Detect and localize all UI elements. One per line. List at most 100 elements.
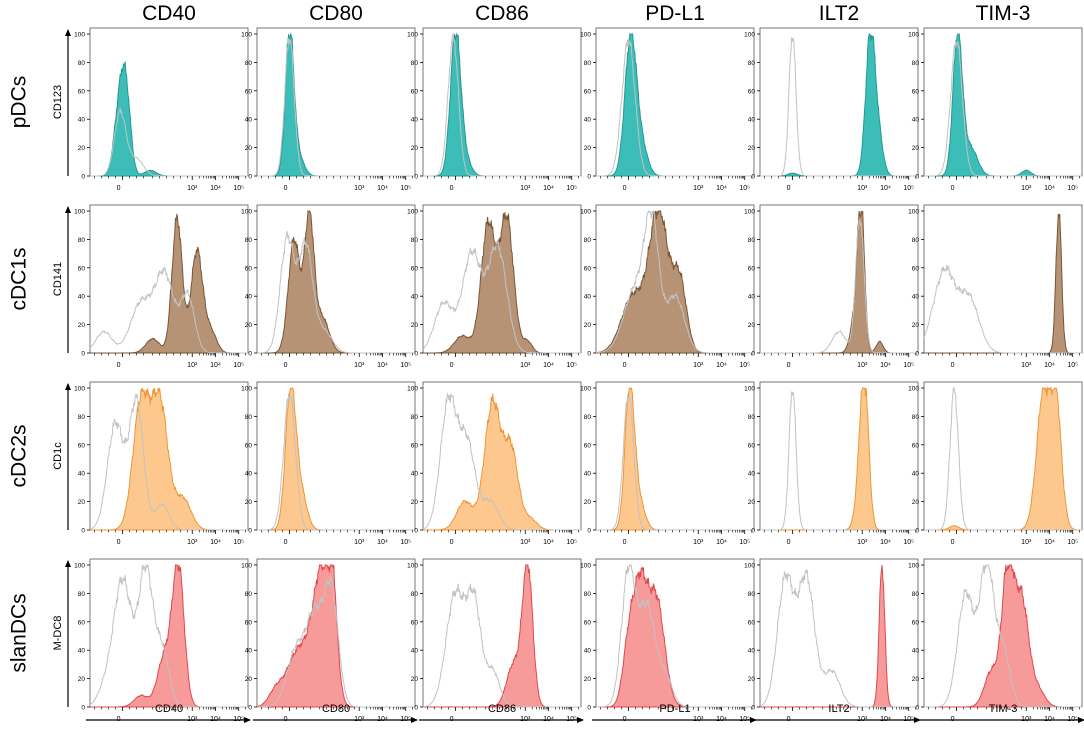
y-tick-label: 60 [78,619,86,626]
x-tick-label: 10⁵ [903,185,914,192]
y-tick-label: 80 [748,60,756,67]
y-tick-label: 80 [411,237,419,244]
x-axis-arrow-head [914,717,921,723]
control-histogram-cdc2s-cd86 [422,391,581,531]
y-tick-label: 0 [248,528,252,535]
y-tick-label: 20 [78,322,86,329]
y-tick-label: 20 [411,676,419,683]
x-tick-label: 10⁴ [210,185,221,192]
x-tick-label: 10⁴ [543,185,554,192]
x-axis-label-cd86: CD86 [488,703,516,715]
control-histogram-slandcs-cd80 [257,576,415,708]
y-tick-label: 100 [908,386,919,393]
y-tick-label: 60 [411,88,419,95]
x-tick-label: 10⁴ [377,362,388,369]
x-tick-label: 10⁵ [739,362,750,369]
panel-cdc1s-ilt2 [759,204,919,354]
y-tick-label: 20 [411,145,419,152]
y-tick-label: 60 [748,619,756,626]
y-tick-label: 0 [915,528,919,535]
y-tick-label: 60 [912,619,920,626]
x-tick-label: 10³ [857,362,868,369]
y-tick-label: 20 [78,499,86,506]
control-histogram-cdc1s-tim-3 [923,264,1082,354]
y-tick-label: 60 [245,265,253,272]
y-tick-label: 100 [908,209,919,216]
y-tick-label: 80 [584,60,592,67]
y-tick-label: 80 [78,414,86,421]
y-tick-label: 60 [748,88,756,95]
x-axis-arrow-head [577,717,584,723]
y-tick-label: 20 [748,676,756,683]
y-tick-label: 0 [414,351,418,358]
y-tick-label: 20 [912,676,920,683]
y-tick-label: 40 [748,117,756,124]
x-tick-label: 10⁴ [716,185,727,192]
y-tick-label: 20 [748,145,756,152]
y-axis-label-cd141: CD141 [52,262,64,296]
x-tick-label: 0 [450,185,454,192]
control-histogram-cdc1s-cd40 [89,266,248,354]
y-tick-label: 40 [912,648,920,655]
y-tick-label: 100 [744,32,755,39]
y-axis-arrow-head [65,560,71,567]
y-tick-label: 80 [245,237,253,244]
x-axis-arrow-head [750,717,757,723]
column-header-tim-3: TIM-3 [976,2,1031,25]
y-tick-label: 100 [74,209,85,216]
y-tick-label: 100 [744,386,755,393]
x-tick-label: 10⁵ [739,185,750,192]
y-tick-label: 80 [912,414,920,421]
y-tick-label: 60 [245,619,253,626]
x-tick-label: 0 [951,362,955,369]
y-tick-label: 40 [411,471,419,478]
x-tick-label: 10⁴ [880,185,891,192]
y-tick-label: 0 [414,705,418,712]
control-histogram-cdc2s-cd40 [89,392,248,531]
y-tick-label: 60 [411,442,419,449]
x-tick-label: 10³ [1021,185,1032,192]
y-tick-label: 100 [908,32,919,39]
control-histogram-cdc2s-tim-3 [924,387,1082,531]
x-axis-label-cd40: CD40 [155,703,183,715]
y-tick-label: 20 [584,499,592,506]
x-tick-label: 0 [787,539,791,546]
x-tick-label: 10⁵ [566,362,577,369]
x-axis-label-ilt2: ILT2 [828,703,849,715]
x-tick-label: 0 [117,185,121,192]
y-tick-label: 40 [411,648,419,655]
y-tick-label: 0 [915,174,919,181]
y-tick-label: 20 [245,676,253,683]
x-tick-label: 10⁴ [1044,185,1055,192]
y-tick-label: 80 [245,60,253,67]
x-tick-label: 10³ [857,185,868,192]
column-header-pd-l1: PD-L1 [645,2,705,25]
x-tick-label: 10⁴ [543,539,554,546]
y-tick-label: 100 [407,386,418,393]
y-axis-label-cd123: CD123 [52,85,64,119]
x-tick-label: 10⁵ [903,539,914,546]
y-axis-arrow-head [65,383,71,390]
y-tick-label: 100 [241,209,252,216]
y-tick-label: 60 [584,619,592,626]
y-tick-label: 100 [908,563,919,570]
y-tick-label: 80 [584,414,592,421]
control-histogram-cdc1s-pd-l1 [595,209,754,354]
y-tick-label: 20 [584,676,592,683]
x-tick-label: 10⁵ [566,539,577,546]
y-tick-label: 20 [912,322,920,329]
row-label-cdc1s: cDC1s [8,247,31,310]
y-tick-label: 20 [584,145,592,152]
y-tick-label: 80 [411,414,419,421]
y-tick-label: 60 [584,265,592,272]
x-axis-arrow-head [244,717,251,723]
x-tick-label: 10⁵ [1067,539,1078,546]
y-tick-label: 100 [74,563,85,570]
y-tick-label: 0 [81,174,85,181]
x-tick-label: 10³ [187,539,198,546]
y-tick-label: 100 [744,209,755,216]
x-tick-label: 10³ [354,185,365,192]
x-tick-label: 10³ [693,185,704,192]
x-tick-label: 0 [623,362,627,369]
y-tick-label: 80 [411,591,419,598]
